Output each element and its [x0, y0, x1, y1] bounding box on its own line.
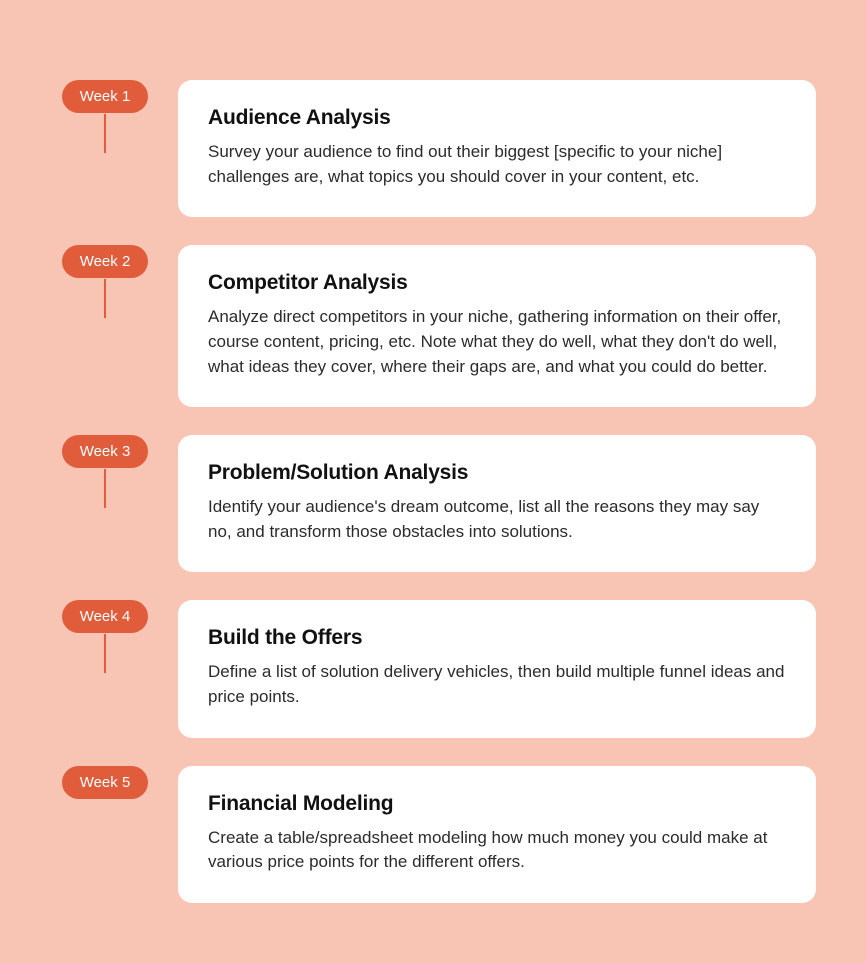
step-description: Define a list of solution delivery vehic… — [208, 660, 786, 709]
badge-column: Week 4 — [50, 600, 160, 633]
week-badge: Week 1 — [62, 80, 149, 113]
step-card: Build the Offers Define a list of soluti… — [178, 600, 816, 737]
step-title: Competitor Analysis — [208, 271, 786, 295]
step-description: Survey your audience to find out their b… — [208, 140, 786, 189]
step-card: Audience Analysis Survey your audience t… — [178, 80, 816, 217]
step-title: Audience Analysis — [208, 106, 786, 130]
timeline-step: Week 1 Audience Analysis Survey your aud… — [50, 80, 816, 217]
step-description: Create a table/spreadsheet modeling how … — [208, 826, 786, 875]
step-title: Build the Offers — [208, 626, 786, 650]
badge-column: Week 2 — [50, 245, 160, 278]
connector-line — [104, 469, 106, 508]
timeline-step: Week 5 Financial Modeling Create a table… — [50, 766, 816, 903]
step-description: Analyze direct competitors in your niche… — [208, 305, 786, 379]
step-description: Identify your audience's dream outcome, … — [208, 495, 786, 544]
week-badge: Week 2 — [62, 245, 149, 278]
connector-line — [104, 114, 106, 153]
badge-column: Week 1 — [50, 80, 160, 113]
timeline: Week 1 Audience Analysis Survey your aud… — [50, 80, 816, 903]
step-card: Competitor Analysis Analyze direct compe… — [178, 245, 816, 407]
badge-column: Week 3 — [50, 435, 160, 468]
badge-column: Week 5 — [50, 766, 160, 799]
timeline-step: Week 3 Problem/Solution Analysis Identif… — [50, 435, 816, 572]
connector-line — [104, 279, 106, 318]
step-title: Financial Modeling — [208, 792, 786, 816]
week-badge: Week 3 — [62, 435, 149, 468]
step-title: Problem/Solution Analysis — [208, 461, 786, 485]
timeline-step: Week 2 Competitor Analysis Analyze direc… — [50, 245, 816, 407]
week-badge: Week 5 — [62, 766, 149, 799]
connector-line — [104, 634, 106, 673]
week-badge: Week 4 — [62, 600, 149, 633]
step-card: Financial Modeling Create a table/spread… — [178, 766, 816, 903]
timeline-step: Week 4 Build the Offers Define a list of… — [50, 600, 816, 737]
step-card: Problem/Solution Analysis Identify your … — [178, 435, 816, 572]
